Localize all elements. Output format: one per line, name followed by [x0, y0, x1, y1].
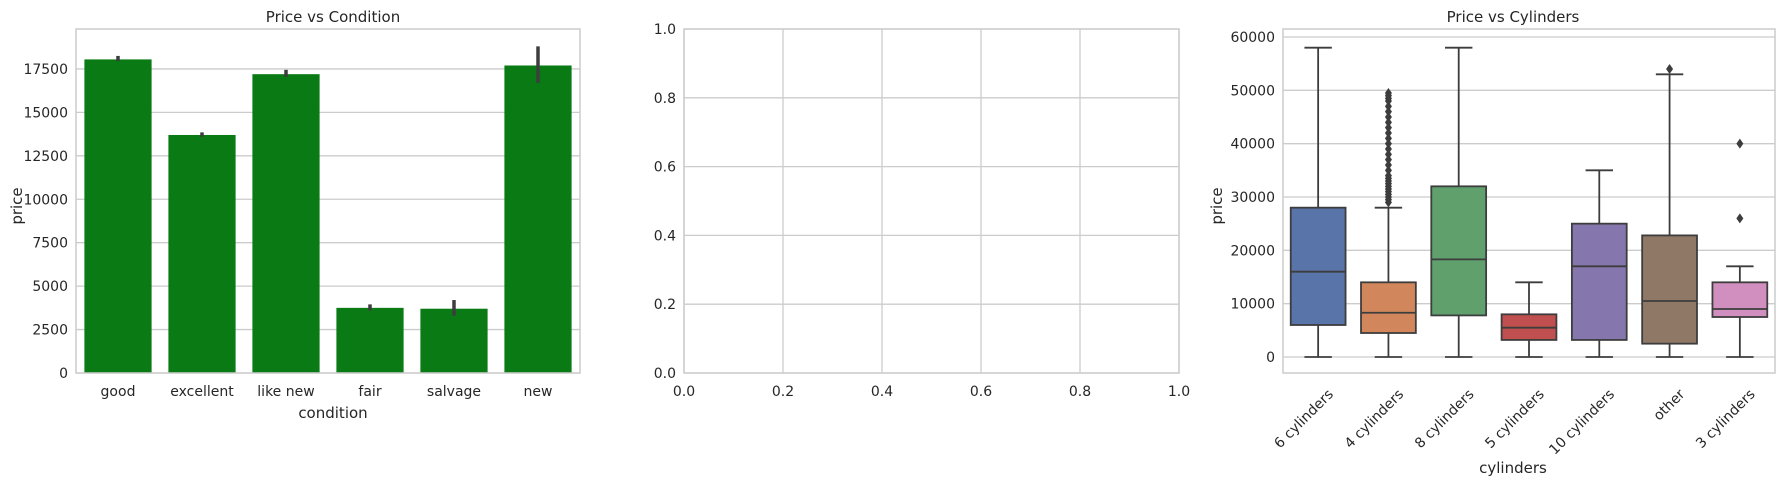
y-tick-label: 0.4 [654, 228, 676, 244]
chart-title: Price vs Cylinders [1447, 8, 1580, 26]
box-iqr [1641, 234, 1698, 345]
y-tick-label: 0.0 [654, 366, 676, 382]
y-tick-label: 7500 [32, 236, 68, 252]
y-tick-label: 5000 [32, 279, 68, 295]
y-tick-label: 10000 [1230, 297, 1275, 313]
y-tick-label: 40000 [1230, 137, 1275, 153]
y-tick-label: 0.8 [654, 91, 676, 107]
outlier-point [1384, 88, 1392, 98]
bar [168, 134, 236, 373]
x-tick-label: 5 cylinders [1482, 386, 1547, 451]
outlier-point [1384, 154, 1392, 165]
outlier-point [1384, 101, 1392, 112]
x-axis-label: condition [298, 404, 367, 422]
bar [420, 308, 488, 373]
outlier-point [1384, 106, 1392, 117]
outlier-point [1666, 64, 1674, 74]
x-tick-label: other [1651, 386, 1689, 424]
plot-area [684, 29, 1179, 373]
y-tick-label: 30000 [1230, 190, 1275, 206]
x-tick-label: fair [358, 384, 381, 400]
outlier-point [1384, 122, 1392, 133]
chart-title: Price vs Condition [266, 8, 400, 26]
outlier-point [1384, 117, 1392, 128]
axes-frame [683, 28, 1180, 374]
plot-area [76, 29, 580, 373]
outlier-point [1384, 149, 1392, 160]
y-tick-label: 0 [1266, 350, 1275, 366]
axes-frame [1282, 28, 1776, 374]
y-tick-label: 60000 [1230, 30, 1275, 46]
y-tick-label: 17500 [23, 62, 68, 78]
outlier-point [1384, 133, 1392, 144]
x-tick-label: 0.0 [673, 384, 695, 400]
outlier-point [1384, 112, 1392, 122]
x-tick-label: 8 cylinders [1412, 386, 1477, 451]
y-tick-label: 20000 [1230, 243, 1275, 259]
box-3 [1500, 281, 1558, 358]
x-tick-label: 0.4 [871, 384, 893, 400]
x-tick-label: 6 cylinders [1271, 386, 1336, 451]
price-vs-condition-chart: 0 2500 5000 7500 10000 12500 15000 17500 good exc… [8, 8, 581, 422]
axes-frame [75, 28, 581, 374]
y-tick-label: 12500 [23, 149, 68, 165]
y-tick-label: 2500 [32, 323, 68, 339]
outlier-point [1384, 170, 1392, 181]
outlier-point [1736, 138, 1744, 149]
outlier-point [1384, 165, 1392, 176]
y-tick-label: 15000 [23, 105, 68, 121]
empty-axes: 0.0 0.2 0.4 0.6 0.8 1.0 0.0 0.2 0.4 0.6 0.8 1.0 [654, 22, 1190, 400]
bar [252, 74, 320, 373]
y-axis-label: price [8, 187, 26, 224]
y-tick-label: 1.0 [654, 22, 676, 38]
x-tick-label: 4 cylinders [1342, 386, 1407, 451]
box-1 [1360, 88, 1417, 358]
y-tick-label: 0.6 [654, 160, 676, 176]
box-iqr [1711, 281, 1769, 318]
box-iqr [1430, 185, 1488, 317]
x-tick-label: 0.6 [970, 384, 992, 400]
x-axis-label: cylinders [1479, 459, 1547, 477]
y-tick-label: 0.2 [654, 297, 676, 313]
y-axis-label: price [1208, 187, 1226, 224]
box-4 [1570, 169, 1628, 358]
x-tick-label: excellent [170, 384, 234, 400]
y-tick-label: 50000 [1230, 83, 1275, 99]
box-2 [1430, 46, 1488, 358]
bar [84, 59, 152, 373]
bar [504, 65, 572, 373]
outlier-point [1384, 160, 1392, 170]
box-6 [1711, 138, 1769, 358]
price-vs-cylinders-chart: 0 10000 20000 30000 40000 50000 60000 6 cylinde… [1208, 8, 1776, 477]
y-tick-label: 10000 [23, 192, 68, 208]
x-tick-label: 3 cylinders [1693, 386, 1758, 451]
x-tick-label: 0.8 [1069, 384, 1091, 400]
outlier-point [1384, 138, 1392, 149]
box-0 [1289, 46, 1347, 358]
x-tick-label: 0.2 [772, 384, 794, 400]
x-tick-label: 10 cylinders [1546, 386, 1618, 458]
bar [336, 307, 404, 373]
box-5 [1641, 64, 1698, 358]
y-tick-label: 0 [59, 366, 68, 382]
outlier-point [1736, 213, 1744, 224]
box-iqr [1289, 206, 1347, 326]
x-tick-label: like new [257, 384, 314, 400]
x-tick-label: 1.0 [1168, 384, 1190, 400]
outlier-point [1384, 128, 1392, 138]
box-iqr [1570, 222, 1628, 341]
x-tick-label: new [524, 384, 553, 400]
outlier-point [1384, 144, 1392, 154]
x-tick-label: good [101, 384, 136, 400]
box-iqr [1360, 281, 1417, 334]
x-tick-label: salvage [427, 384, 481, 400]
